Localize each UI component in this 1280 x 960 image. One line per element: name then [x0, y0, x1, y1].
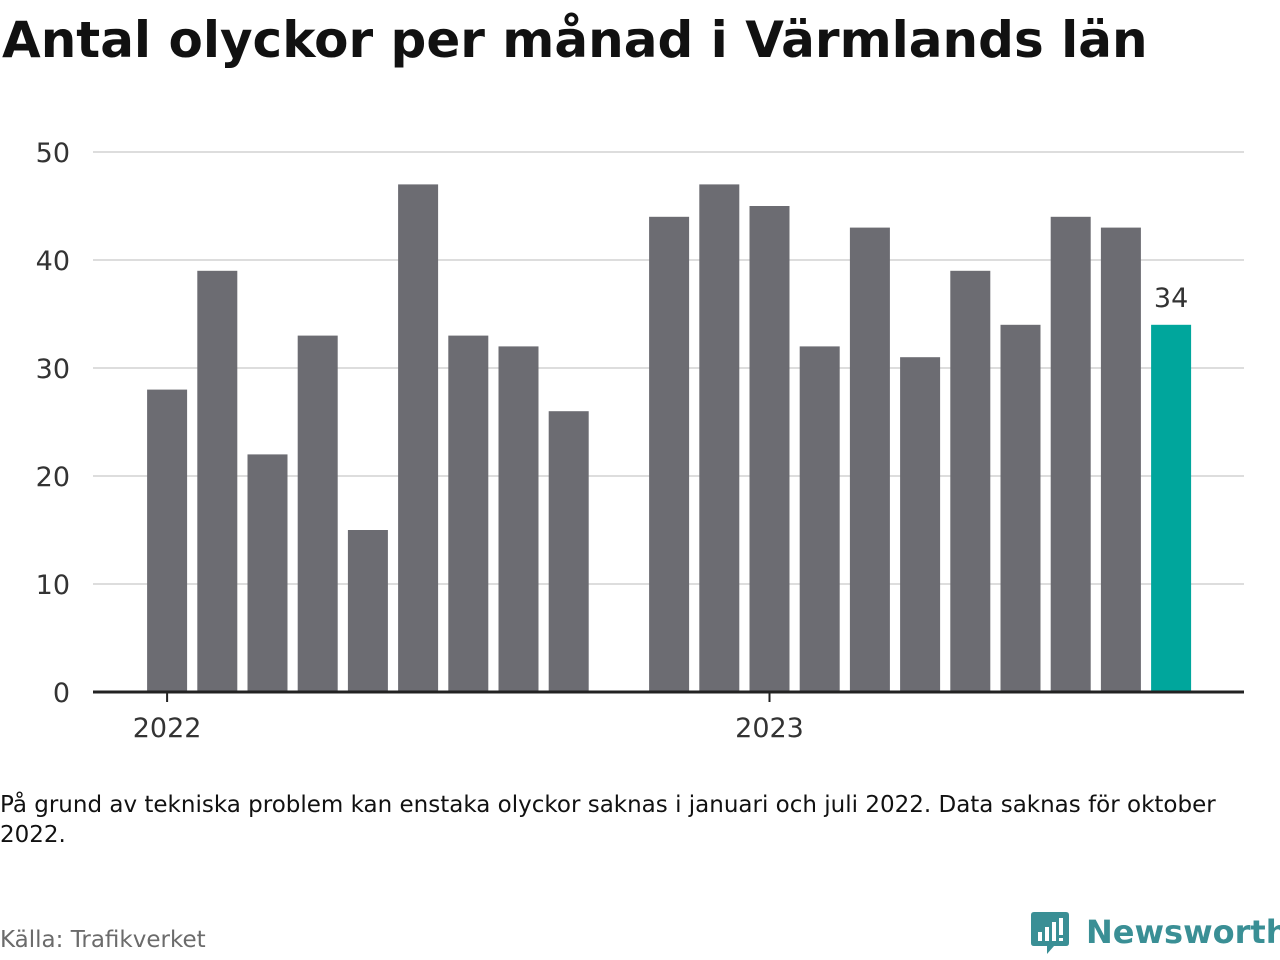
source-credit: Källa: Trafikverket	[0, 927, 206, 953]
bar	[749, 206, 790, 692]
footnote: På grund av tekniska problem kan enstaka…	[0, 792, 1216, 848]
bar	[699, 184, 740, 692]
bar	[548, 411, 589, 692]
y-tick-label: 50	[36, 138, 70, 169]
bar	[197, 270, 238, 692]
bar	[147, 389, 188, 692]
newsworthy-chart-bubble-icon	[1031, 912, 1069, 954]
bar	[498, 346, 539, 692]
bar	[297, 335, 338, 692]
y-tick-label: 40	[36, 246, 70, 277]
y-tick-label: 20	[36, 462, 70, 493]
bar	[398, 184, 439, 692]
bar	[1050, 216, 1091, 693]
chart-title: Antal olyckor per månad i Värmlands län	[2, 11, 1148, 69]
y-tick-label: 10	[36, 570, 70, 601]
bar	[900, 357, 941, 692]
y-tick-label: 30	[36, 354, 70, 385]
bar-chart: 0 10 20 30 40 50 34 2022 2023	[36, 138, 1244, 744]
x-axis-ticks: 2022 2023	[133, 692, 804, 744]
bar	[649, 216, 690, 693]
bar	[247, 454, 288, 692]
data-label: 34	[1154, 283, 1188, 314]
bar	[950, 270, 991, 692]
bars	[147, 184, 1192, 693]
y-axis-ticks: 0 10 20 30 40 50	[36, 138, 70, 709]
bar	[849, 227, 890, 692]
x-tick-label: 2022	[133, 713, 202, 744]
brand-name: Newsworthy	[1086, 913, 1280, 951]
bar	[448, 335, 489, 692]
bar	[1000, 324, 1041, 692]
bar	[799, 346, 840, 692]
data-labels: 34	[1154, 283, 1188, 314]
y-tick-label: 0	[53, 678, 70, 709]
bar-highlighted	[1151, 324, 1192, 692]
newsworthy-logo[interactable]: Newsworthy	[1030, 908, 1280, 960]
bar	[1100, 227, 1141, 692]
x-tick-label: 2023	[735, 713, 804, 744]
bar	[347, 530, 388, 692]
